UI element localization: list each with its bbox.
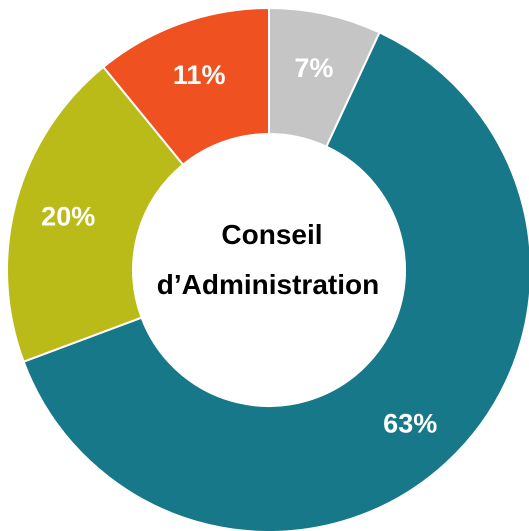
- donut-slice-63: [22, 31, 529, 531]
- slice-label-11: 11%: [173, 60, 226, 90]
- center-label-line-1: Conseil: [221, 219, 322, 250]
- center-label-line-2: d’Administration: [157, 269, 379, 300]
- slices-group: [6, 6, 529, 531]
- slice-label-20: 20%: [41, 202, 95, 232]
- slice-label-7: 7%: [294, 53, 333, 83]
- donut-slice-11: [101, 6, 270, 167]
- slice-labels-group: 7% 63% 20% 11%: [41, 53, 437, 439]
- slice-label-63: 63%: [383, 409, 437, 439]
- donut-slice-20: [6, 65, 185, 364]
